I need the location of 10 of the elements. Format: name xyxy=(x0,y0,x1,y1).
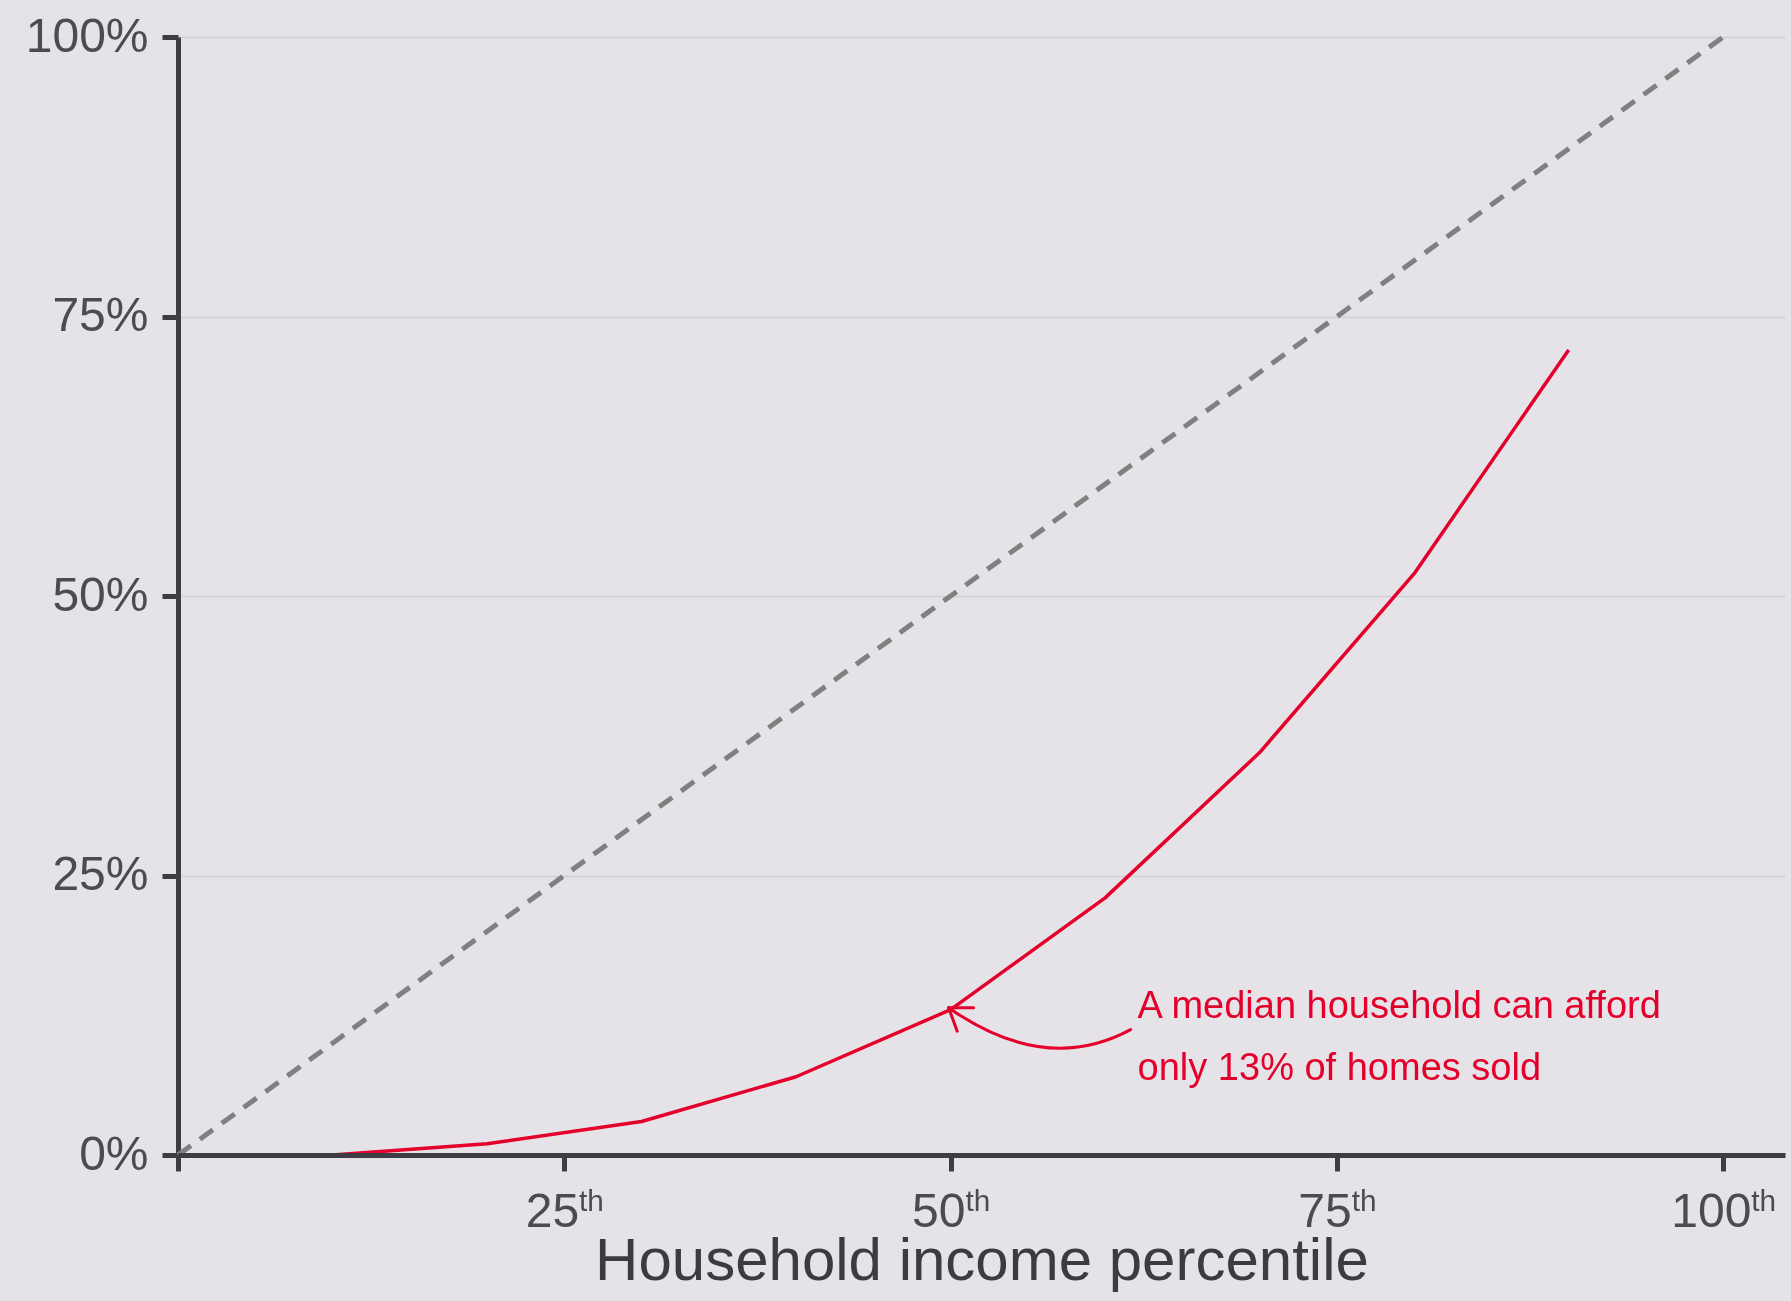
x-tick-label: 100$^{th}$ xyxy=(1671,1183,1777,1237)
y-tick-label: 100% xyxy=(25,8,149,62)
x-tick-label: 75$^{th}$ xyxy=(1298,1183,1377,1237)
y-tick-label: 50% xyxy=(52,567,149,621)
y-tick-label: 25% xyxy=(52,847,149,900)
annotation: A median household can afford only 13% of homes sold xyxy=(1137,984,1661,1089)
x-tick-label: 50$^{th}$ xyxy=(911,1183,991,1237)
x-tick-label: 25$^{th}$ xyxy=(525,1183,604,1237)
y-tick-label: 0% xyxy=(79,1126,149,1180)
y-tick-label: 75% xyxy=(52,288,149,341)
